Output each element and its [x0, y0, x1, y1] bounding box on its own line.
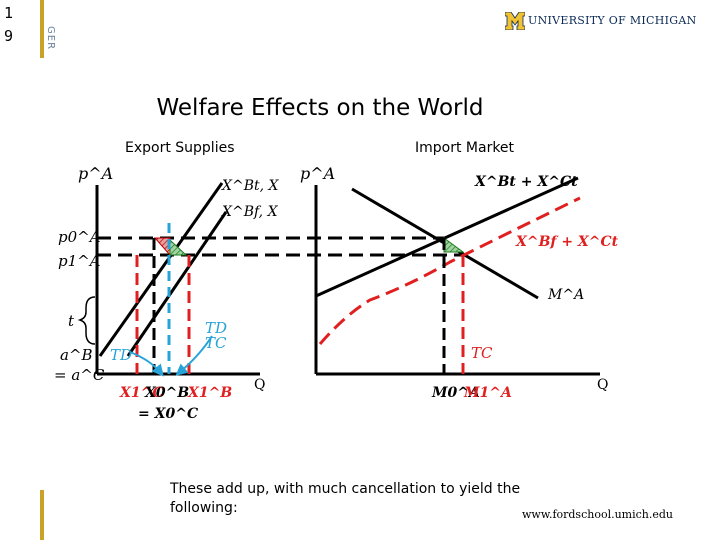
right-supply-top	[315, 176, 579, 298]
right-supply-dashed-label: X^Bf + X^Ct	[515, 234, 619, 250]
label-x1b: X1^B	[187, 385, 232, 401]
caption-text: These add up, with much cancellation to …	[170, 481, 521, 516]
left-panel-heading: Export Supplies	[125, 140, 235, 156]
right-tc-label: TC	[471, 344, 493, 362]
td-left-label: TD	[110, 346, 132, 364]
t-label: t	[68, 312, 75, 330]
label-m0: M0^A	[431, 385, 480, 401]
slide-number-bottom: 9	[4, 27, 14, 45]
right-y-axis-label: p^A	[300, 164, 335, 183]
left-supply-curve-top	[98, 182, 224, 357]
intercept-label: a^B	[60, 346, 93, 364]
label-x0c-eq: = X0^C	[138, 406, 198, 422]
label-x0b: X0^B	[144, 385, 189, 401]
right-axes	[314, 185, 600, 376]
right-x-axis-label: Q	[597, 377, 608, 393]
left-curve-bottom-label: X^Bf, X	[221, 204, 279, 220]
right-green-triangle	[443, 237, 465, 253]
price-label-p0: p0^A	[58, 228, 101, 246]
label-m1: M1^A	[463, 385, 512, 401]
td-arrow-left	[129, 351, 164, 377]
left-supply-curve-bottom	[126, 211, 228, 357]
left-curve-top-label: X^Bt, X	[221, 178, 280, 194]
accent-bar-top	[40, 0, 44, 58]
university-name: UNIVERSITY OF MICHIGAN	[528, 14, 697, 27]
block-m-logo-icon	[505, 12, 525, 30]
slide-number-top: 1	[4, 4, 14, 22]
right-panel-heading: Import Market	[415, 140, 515, 156]
td-right-label: TD	[205, 319, 227, 337]
right-supply-dashed	[318, 196, 581, 345]
accent-bar-bottom	[40, 490, 44, 540]
slide-title: Welfare Effects on the World	[156, 95, 484, 121]
intercept-eq-label: = a^C	[54, 366, 105, 384]
demand-label: M^A	[547, 287, 584, 303]
price-label-p1: p1^A	[58, 252, 101, 270]
tc-right-label: TC	[205, 334, 227, 352]
left-x-axis-label: Q	[254, 377, 265, 393]
footer-url[interactable]: www.fordschool.umich.edu	[522, 508, 673, 521]
right-supply-top-label: X^Bt + X^Ct	[474, 174, 578, 190]
t-brace	[77, 296, 96, 345]
left-y-axis-label: p^A	[78, 164, 113, 183]
label-x1c: X1^C	[119, 385, 163, 401]
left-green-triangle	[169, 238, 188, 256]
td-tc-arrow-right	[175, 335, 213, 376]
